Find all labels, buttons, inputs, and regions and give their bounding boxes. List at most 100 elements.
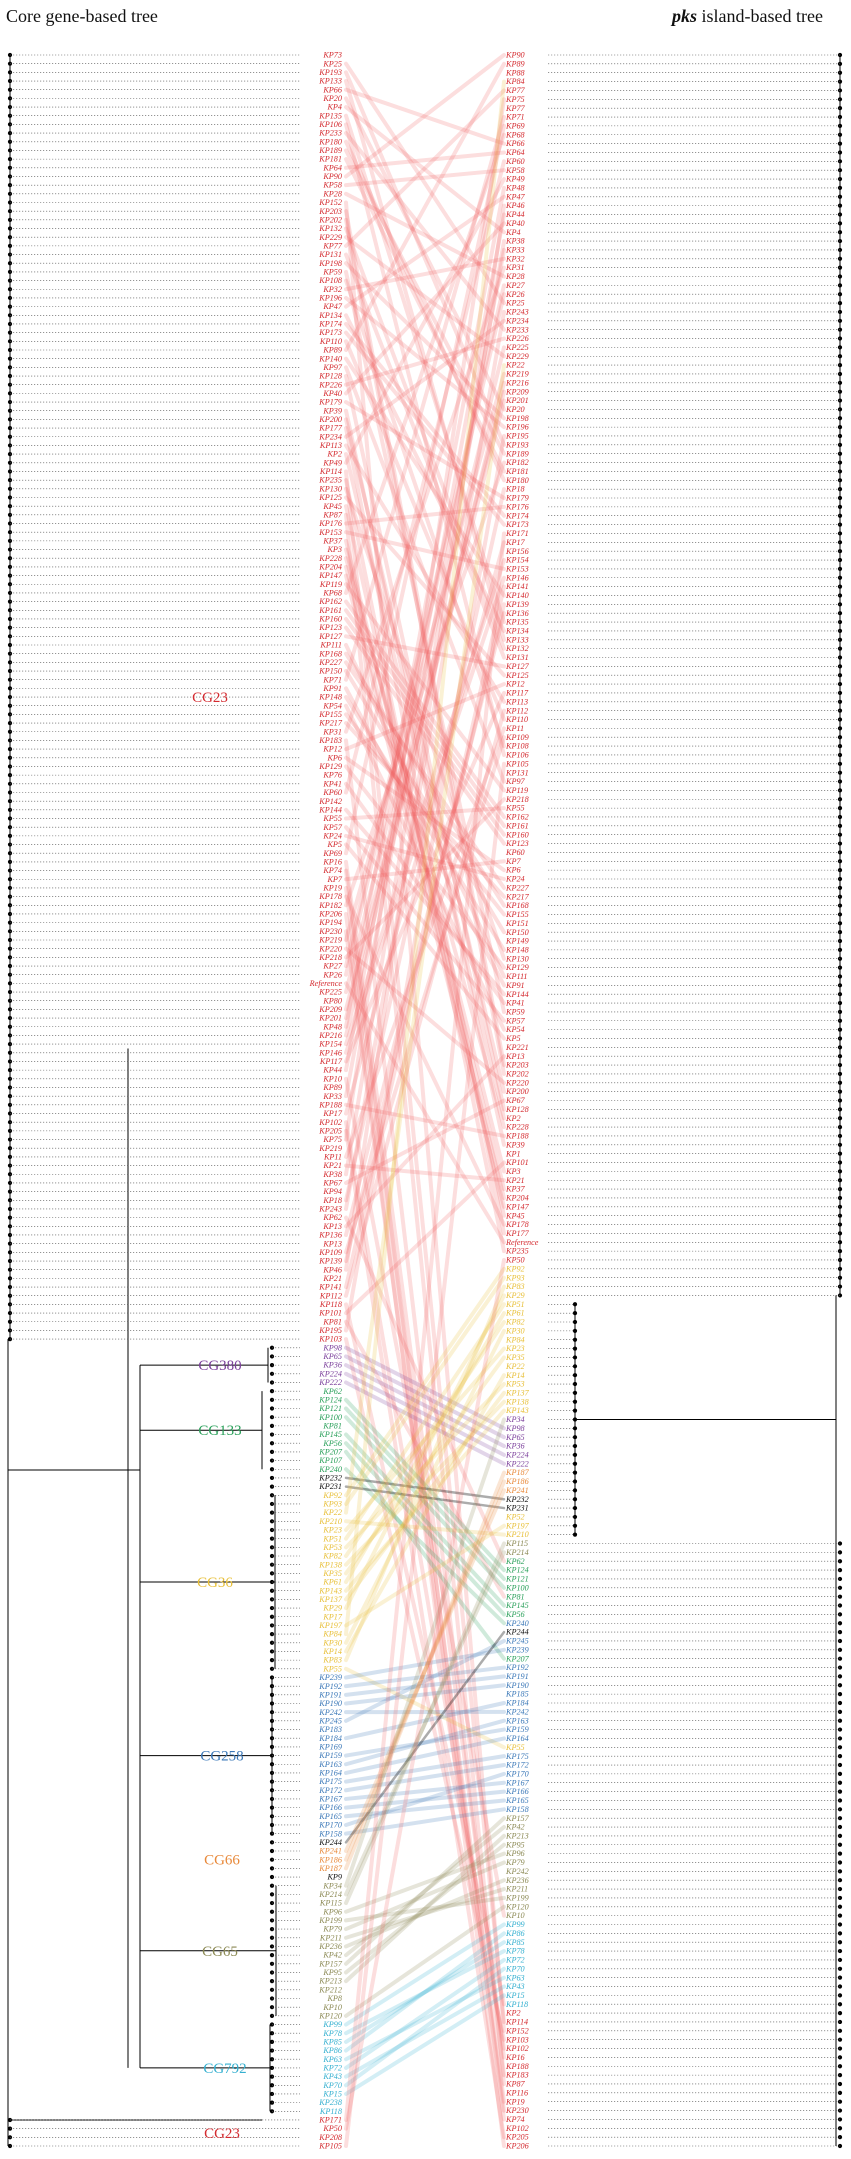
right-tip-label: KP177 xyxy=(505,1229,530,1238)
left-tip-label: KP89 xyxy=(322,1083,342,1092)
right-tip-label: KP62 xyxy=(505,1557,525,1566)
left-tip-label: KP245 xyxy=(318,1716,342,1725)
left-tip-label: KP78 xyxy=(322,2029,342,2038)
left-tip-label: KP21 xyxy=(322,1161,342,1170)
right-tip-label: KP145 xyxy=(505,1601,529,1610)
right-tip-label: KP16 xyxy=(505,2053,526,2062)
left-tip-label: KP224 xyxy=(318,1369,342,1378)
left-tip-label: KP238 xyxy=(318,2098,342,2107)
left-tip-label: KP87 xyxy=(322,510,343,519)
right-tip-label: KP203 xyxy=(505,1061,529,1070)
left-tip-label: KP10 xyxy=(322,1074,342,1083)
right-tip-label: KP153 xyxy=(505,564,529,573)
right-tip-label: KP201 xyxy=(505,396,529,405)
right-tip-label: KP34 xyxy=(505,1415,525,1424)
left-tip-label: KP219 xyxy=(318,936,342,945)
clade-label-cg258: CG258 xyxy=(200,1749,243,1765)
right-tip-label: KP197 xyxy=(505,1521,530,1530)
left-tip-label: KP155 xyxy=(318,710,342,719)
left-tip-label: KP208 xyxy=(318,2133,342,2142)
left-tip-label: KP183 xyxy=(318,1725,342,1734)
right-tip-label: KP136 xyxy=(505,609,530,618)
left-tip-label: KP81 xyxy=(322,1421,342,1430)
left-tip-label: KP16 xyxy=(322,858,343,867)
right-tip-label: KP178 xyxy=(505,1220,529,1229)
right-tip-label: KP230 xyxy=(505,2106,529,2115)
right-tip-label: KP47 xyxy=(505,192,526,201)
right-tip-label: KP160 xyxy=(505,830,529,839)
right-tip-label: KP218 xyxy=(505,795,529,804)
right-tip-label: KP185 xyxy=(505,1690,529,1699)
right-tip-label: KP161 xyxy=(505,821,529,830)
right-tip-label: KP5 xyxy=(505,1034,521,1043)
right-tip-label: KP174 xyxy=(505,511,529,520)
left-tip-label: KP117 xyxy=(319,1057,343,1066)
left-tip-label: KP80 xyxy=(322,996,342,1005)
left-tip-label: KP152 xyxy=(318,198,342,207)
left-tip-label: KP79 xyxy=(322,1925,342,1934)
left-tip-label: KP173 xyxy=(318,328,342,337)
right-tip-label: KP7 xyxy=(505,857,521,866)
right-tip-label: KP198 xyxy=(505,414,529,423)
right-tip-label: KP154 xyxy=(505,556,529,565)
right-tip-label: KP155 xyxy=(505,910,529,919)
left-tip-label: KP67 xyxy=(322,1179,343,1188)
right-tip-label: KP95 xyxy=(505,1840,525,1849)
right-tip-label: KP70 xyxy=(505,1964,525,1973)
right-tip-label: KP190 xyxy=(505,1681,529,1690)
left-tip-label: KP175 xyxy=(318,1777,342,1786)
left-tip-label: KP46 xyxy=(322,1265,343,1274)
left-tip-label: KP130 xyxy=(318,484,342,493)
right-tip-label: KP192 xyxy=(505,1663,529,1672)
right-tip-label: KP156 xyxy=(505,547,530,556)
right-tip-label: KP17 xyxy=(505,538,526,547)
right-tip-label: KP242 xyxy=(505,1867,529,1876)
left-tip-label: KP135 xyxy=(318,111,342,120)
left-tip-label: KP119 xyxy=(319,580,342,589)
left-tip-label: KP89 xyxy=(322,346,342,355)
right-tip-label: KP55 xyxy=(505,1743,525,1752)
left-tip-label: KP239 xyxy=(318,1673,342,1682)
right-tip-label: KP128 xyxy=(505,1105,529,1114)
left-tip-label: KP220 xyxy=(318,944,342,953)
right-tip-label: KP134 xyxy=(505,627,529,636)
left-tip-label: KP169 xyxy=(318,1742,342,1751)
right-tip-label: KP229 xyxy=(505,352,529,361)
right-tip-label: KP89 xyxy=(505,59,525,68)
right-tip-label: KP28 xyxy=(505,272,525,281)
left-tip-label: KP227 xyxy=(318,658,343,667)
left-tip-label: KP72 xyxy=(322,2064,342,2073)
left-tip-label: KP222 xyxy=(318,1378,342,1387)
right-tip-label: KP176 xyxy=(505,502,530,511)
left-tip-label: KP174 xyxy=(318,320,342,329)
right-tip-label: KP114 xyxy=(505,2018,528,2027)
right-tip-label: KP105 xyxy=(505,759,529,768)
right-tip-label: KP158 xyxy=(505,1805,529,1814)
left-tip-label: KP192 xyxy=(318,1682,342,1691)
left-tip-label: KP12 xyxy=(322,745,342,754)
right-tip-label: KP186 xyxy=(505,1477,530,1486)
right-tip-label: KP71 xyxy=(505,113,525,122)
right-tip-label: KP110 xyxy=(505,715,528,724)
left-tip-label: KP35 xyxy=(322,1569,342,1578)
right-tip-label: KP243 xyxy=(505,308,529,317)
right-tip-label: KP188 xyxy=(505,1132,529,1141)
left-tip-label: KP182 xyxy=(318,901,342,910)
right-tip-label: KP57 xyxy=(505,1016,526,1025)
right-tip-label: KP211 xyxy=(505,1885,528,1894)
right-tip-label: KP231 xyxy=(505,1504,529,1513)
left-tip-label: KP170 xyxy=(318,1821,342,1830)
left-tip-label: KP230 xyxy=(318,927,342,936)
left-tip-label: KP68 xyxy=(322,589,342,598)
right-tip-label: KP97 xyxy=(505,777,526,786)
left-tip-label: KP86 xyxy=(322,2046,343,2055)
right-tip-label: KP63 xyxy=(505,1973,525,1982)
left-tip-label: KP196 xyxy=(318,294,343,303)
right-tip-label: KP4 xyxy=(505,228,521,237)
left-tip-label: KP148 xyxy=(318,693,342,702)
left-tip-label: KP43 xyxy=(322,2072,342,2081)
right-tip-label: KP14 xyxy=(505,1371,525,1380)
right-tip-label: KP152 xyxy=(505,2026,529,2035)
left-tip-label: KP15 xyxy=(322,2090,342,2099)
right-tip-label: KP38 xyxy=(505,237,525,246)
